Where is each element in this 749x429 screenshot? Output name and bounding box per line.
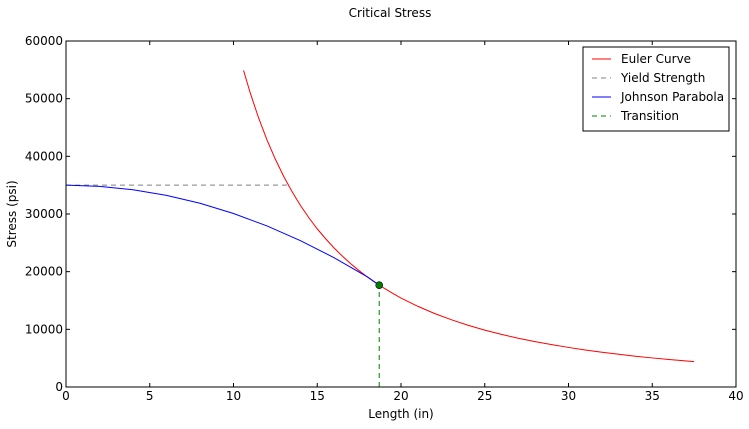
x-tick-label: 10 xyxy=(226,389,241,403)
legend-box xyxy=(582,46,730,132)
x-tick-label: 25 xyxy=(477,389,492,403)
y-tick-label: 30000 xyxy=(25,207,63,221)
y-tick-label: 40000 xyxy=(25,149,63,163)
legend: Euler Curve Yield Strength Johnson Parabol… xyxy=(582,46,730,132)
chart-title: Critical Stress xyxy=(349,6,432,20)
series-line-johnson-parabola xyxy=(65,184,380,286)
x-tick-label: 20 xyxy=(393,389,408,403)
x-tick-label: 15 xyxy=(310,389,325,403)
x-tick-label: 40 xyxy=(728,389,743,403)
x-axis-ticks: 0 5 10 15 20 25 30 35 40 xyxy=(62,41,744,403)
series-line-euler-curve xyxy=(243,70,695,363)
x-tick-label: 35 xyxy=(645,389,660,403)
y-axis-ticks: 0 10000 20000 30000 40000 50000 60000 xyxy=(25,34,736,394)
y-tick-label: 60000 xyxy=(25,34,63,48)
legend-label-transition: Transition xyxy=(620,109,679,123)
y-tick-label: 10000 xyxy=(25,322,63,336)
y-tick-label: 0 xyxy=(55,380,63,394)
x-tick-label: 5 xyxy=(146,389,154,403)
y-axis-label: Stress (psi) xyxy=(5,180,19,247)
legend-label-euler-curve: Euler Curve xyxy=(621,52,691,66)
legend-label-johnson-parabola: Johnson Parabola xyxy=(620,90,724,104)
transition-point-marker xyxy=(375,281,384,290)
x-axis-label: Length (in) xyxy=(368,407,434,421)
x-tick-label: 30 xyxy=(561,389,576,403)
y-tick-label: 50000 xyxy=(25,92,63,106)
plot-series-group xyxy=(65,70,695,387)
legend-label-yield-strength: Yield Strength xyxy=(620,71,705,85)
y-tick-label: 20000 xyxy=(25,265,63,279)
x-tick-label: 0 xyxy=(62,389,70,403)
